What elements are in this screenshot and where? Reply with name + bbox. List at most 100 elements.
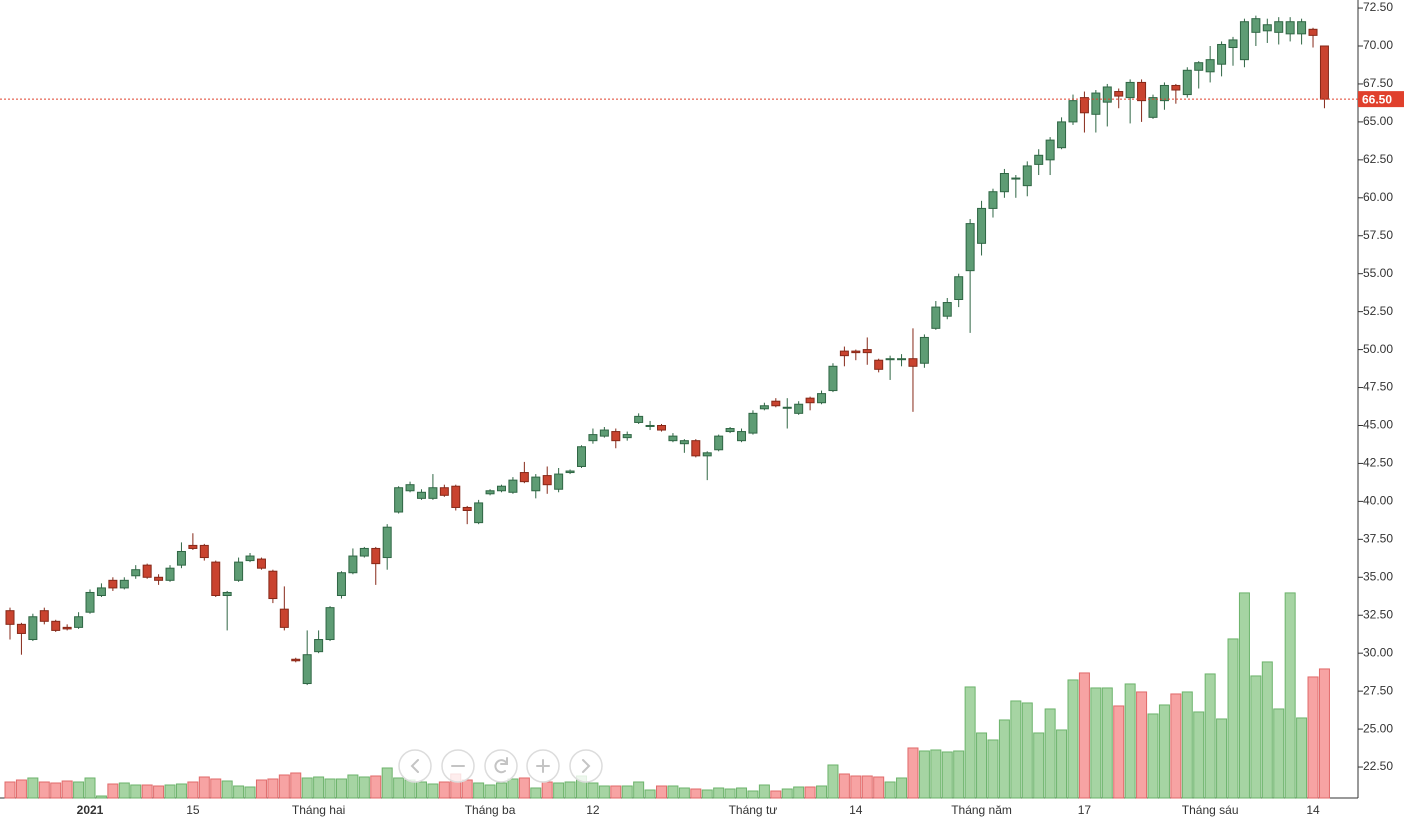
candle-body (154, 576, 164, 581)
volume-bar (861, 775, 873, 799)
volume-bar (141, 784, 153, 799)
candle-body (1091, 92, 1101, 115)
volume-bar (656, 785, 668, 799)
volume-bar (27, 777, 39, 799)
candle-body (657, 424, 667, 431)
volume-bar (1067, 679, 1079, 799)
volume-bar (907, 747, 919, 799)
volume-bar (358, 776, 370, 799)
y-tick-label: 42.50 (1363, 456, 1393, 470)
candle-body (1217, 43, 1227, 65)
candle-body (1102, 86, 1112, 103)
volume-bar (187, 781, 199, 799)
candle-body (1068, 100, 1078, 123)
volume-bar (1078, 672, 1090, 799)
volume-bar (724, 788, 736, 799)
x-tick-label: Tháng năm (951, 803, 1012, 817)
volume-bar (301, 777, 313, 799)
volume-bar (816, 785, 828, 799)
volume-bar (50, 782, 62, 799)
candle-body (908, 358, 918, 367)
y-tick-label: 55.00 (1363, 266, 1393, 280)
candle-body (188, 544, 198, 549)
x-tick-label: 12 (586, 803, 600, 817)
candle-body (85, 591, 95, 613)
candle-body (1194, 62, 1204, 71)
volume-bar (598, 785, 610, 799)
zoom-in-button[interactable] (526, 749, 560, 783)
candle-body (1285, 21, 1295, 35)
candle-body (828, 365, 838, 392)
scroll-right-button[interactable] (569, 749, 603, 783)
x-tick-label: 17 (1078, 803, 1092, 817)
candle-body (1045, 139, 1055, 161)
volume-bar (1158, 704, 1170, 799)
candle-body (359, 547, 369, 557)
candle-body (1159, 84, 1169, 102)
candle-body (737, 431, 747, 442)
zoom-out-button[interactable] (441, 749, 475, 783)
volume-bar (953, 750, 965, 799)
candle-body (862, 349, 872, 354)
candle-body (1034, 154, 1044, 165)
volume-bar (1181, 691, 1193, 799)
candle-body (142, 564, 152, 578)
volume-bar (1193, 711, 1205, 799)
x-tick-label: 15 (186, 803, 200, 817)
candle-body (954, 276, 964, 300)
volume-bar (84, 777, 96, 799)
candle-body (931, 306, 941, 329)
y-tick-label: 45.00 (1363, 418, 1393, 432)
volume-bar (564, 781, 576, 799)
volume-bar (461, 779, 473, 799)
y-tick-label: 47.50 (1363, 380, 1393, 394)
candle-body (542, 475, 552, 486)
candle-body (1251, 18, 1261, 33)
volume-bar (1010, 700, 1022, 799)
candle-body (919, 336, 929, 364)
volume-bar (1238, 592, 1250, 799)
volume-bar (255, 779, 267, 799)
volume-bar (1113, 705, 1125, 799)
volume-bar (553, 782, 565, 799)
y-tick-label: 40.00 (1363, 494, 1393, 508)
x-tick-label: Tháng ba (465, 803, 516, 817)
candle-body (668, 435, 678, 442)
reset-button[interactable] (484, 749, 518, 783)
volume-bar (267, 778, 279, 799)
candle-body (1114, 91, 1124, 97)
candle-body (1262, 24, 1272, 32)
y-tick-label: 52.50 (1363, 304, 1393, 318)
volume-bar (4, 781, 16, 799)
candle-body (1148, 97, 1158, 118)
last-price-tag (1358, 91, 1404, 108)
volume-bar (278, 774, 290, 799)
volume-bar (530, 787, 542, 799)
candle-body (999, 173, 1009, 193)
candle-body (839, 350, 849, 357)
candle-body (805, 397, 815, 404)
y-tick-label: 25.00 (1363, 721, 1393, 735)
candle-body (748, 412, 758, 434)
candle-body (988, 191, 998, 209)
volume-bar (1204, 673, 1216, 799)
navigation (398, 749, 603, 783)
candle-body (119, 579, 129, 589)
volume-bar (1136, 691, 1148, 799)
candle-body (942, 302, 952, 317)
x-tick-label: 2021 (77, 803, 104, 817)
volume-bar (701, 789, 713, 799)
candle-body (39, 610, 49, 622)
volume-bar (758, 784, 770, 799)
volume-bar (61, 780, 73, 799)
candle-body (405, 484, 415, 492)
candle-body (1182, 69, 1192, 96)
candle-body (1228, 39, 1238, 49)
volume-bar (1033, 732, 1045, 799)
candle-body (782, 406, 792, 409)
scroll-left-button[interactable] (398, 749, 432, 783)
volume-bar (667, 785, 679, 799)
candle-body (256, 558, 266, 569)
volume-bar (484, 784, 496, 799)
candle-body (28, 616, 38, 641)
